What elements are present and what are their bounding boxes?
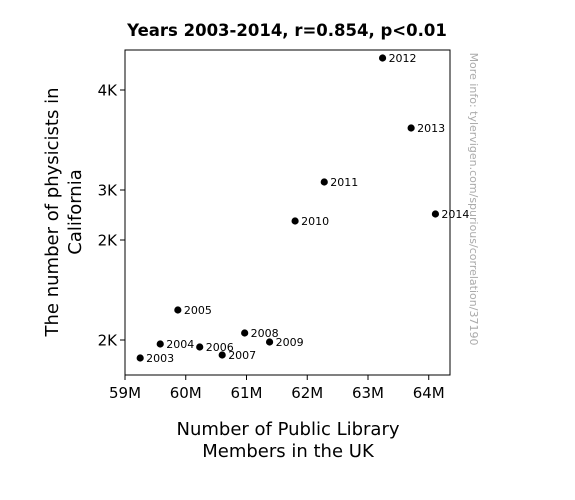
- data-point-label: 2010: [301, 215, 329, 228]
- x-tick-label: 62M: [291, 384, 323, 402]
- data-point: [174, 306, 182, 314]
- data-point-label: 2004: [166, 338, 194, 351]
- data-point: [320, 178, 328, 186]
- data-point-label: 2013: [417, 122, 445, 135]
- data-point: [431, 210, 440, 218]
- y-tick-label: 2K: [98, 332, 119, 350]
- x-tick-label: 64M: [413, 384, 445, 402]
- data-point: [407, 124, 415, 132]
- y-tick-label: 3K: [98, 182, 119, 200]
- x-tick-label: 60M: [170, 384, 202, 402]
- data-points: 2003200420052006200720082009201020112012…: [136, 52, 469, 365]
- data-point-label: 2007: [228, 349, 256, 362]
- x-axis-label-line-1: Number of Public Library: [176, 419, 399, 440]
- data-point-label: 2014: [441, 208, 469, 221]
- data-point-label: 2008: [251, 327, 279, 340]
- data-point: [378, 54, 387, 62]
- x-tick-label: 61M: [230, 384, 262, 402]
- data-point: [291, 217, 299, 225]
- plot-area: [124, 49, 451, 376]
- x-tick-label: 63M: [352, 384, 384, 402]
- data-point: [136, 354, 144, 362]
- data-point: [196, 343, 204, 351]
- data-point-label: 2005: [184, 304, 212, 317]
- data-point: [218, 351, 226, 359]
- y-tick-label: 2K: [98, 232, 119, 250]
- data-point: [241, 329, 249, 337]
- data-point-label: 2012: [389, 52, 417, 65]
- y-tick-label: 4K: [98, 82, 119, 100]
- data-point-label: 2006: [206, 341, 234, 354]
- data-point-label: 2003: [146, 352, 174, 365]
- data-point-label: 2011: [330, 176, 358, 189]
- y-axis-label-line-1: The number of physicists in: [42, 88, 63, 338]
- data-point: [156, 340, 164, 348]
- x-axis: 59M 60M 61M 62M 63M 64M: [109, 375, 445, 402]
- data-point: [265, 338, 274, 346]
- data-point-label: 2009: [276, 336, 304, 349]
- watermark-text: More info: tylervigen.com/spurious/corre…: [467, 53, 480, 346]
- y-axis: 2K 2K 3K 4K: [98, 82, 125, 350]
- x-tick-label: 59M: [109, 384, 141, 402]
- y-axis-label-line-2: California: [65, 169, 86, 254]
- chart-title: Years 2003-2014, r=0.854, p<0.01: [126, 21, 447, 40]
- x-axis-label-line-2: Members in the UK: [202, 441, 375, 462]
